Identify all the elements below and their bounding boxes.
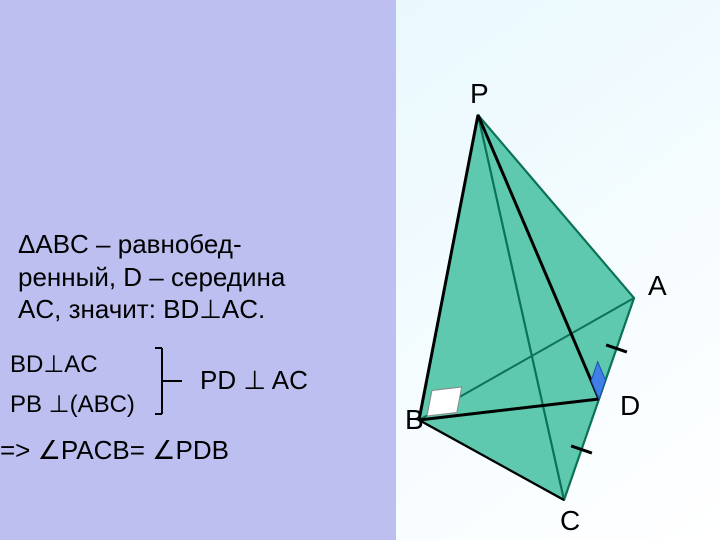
label-B: B [405, 404, 424, 436]
text-impl: => ∠PACB= ∠PDB [0, 435, 229, 466]
text-para1: ΔABC – равнобед-ренный, D – серединаAC, … [18, 228, 285, 326]
label-P: P [470, 78, 489, 110]
text-line: ΔABC – равнобед- [18, 228, 285, 261]
label-C: C [560, 505, 580, 537]
text-line: ренный, D – середина [18, 261, 285, 294]
text-pdac: PD ⊥ AC [200, 365, 308, 396]
text-pbabc: PB ⊥(ABC) [10, 390, 135, 419]
text-bdac: BD⊥AC [10, 350, 98, 379]
text-line: AC, значит: BD⊥AC. [18, 293, 285, 326]
stage: P A B C D ΔABC – равнобед-ренный, D – середин… [0, 0, 720, 540]
label-D: D [620, 390, 640, 422]
plane-marker [427, 387, 462, 416]
label-A: A [648, 270, 667, 302]
